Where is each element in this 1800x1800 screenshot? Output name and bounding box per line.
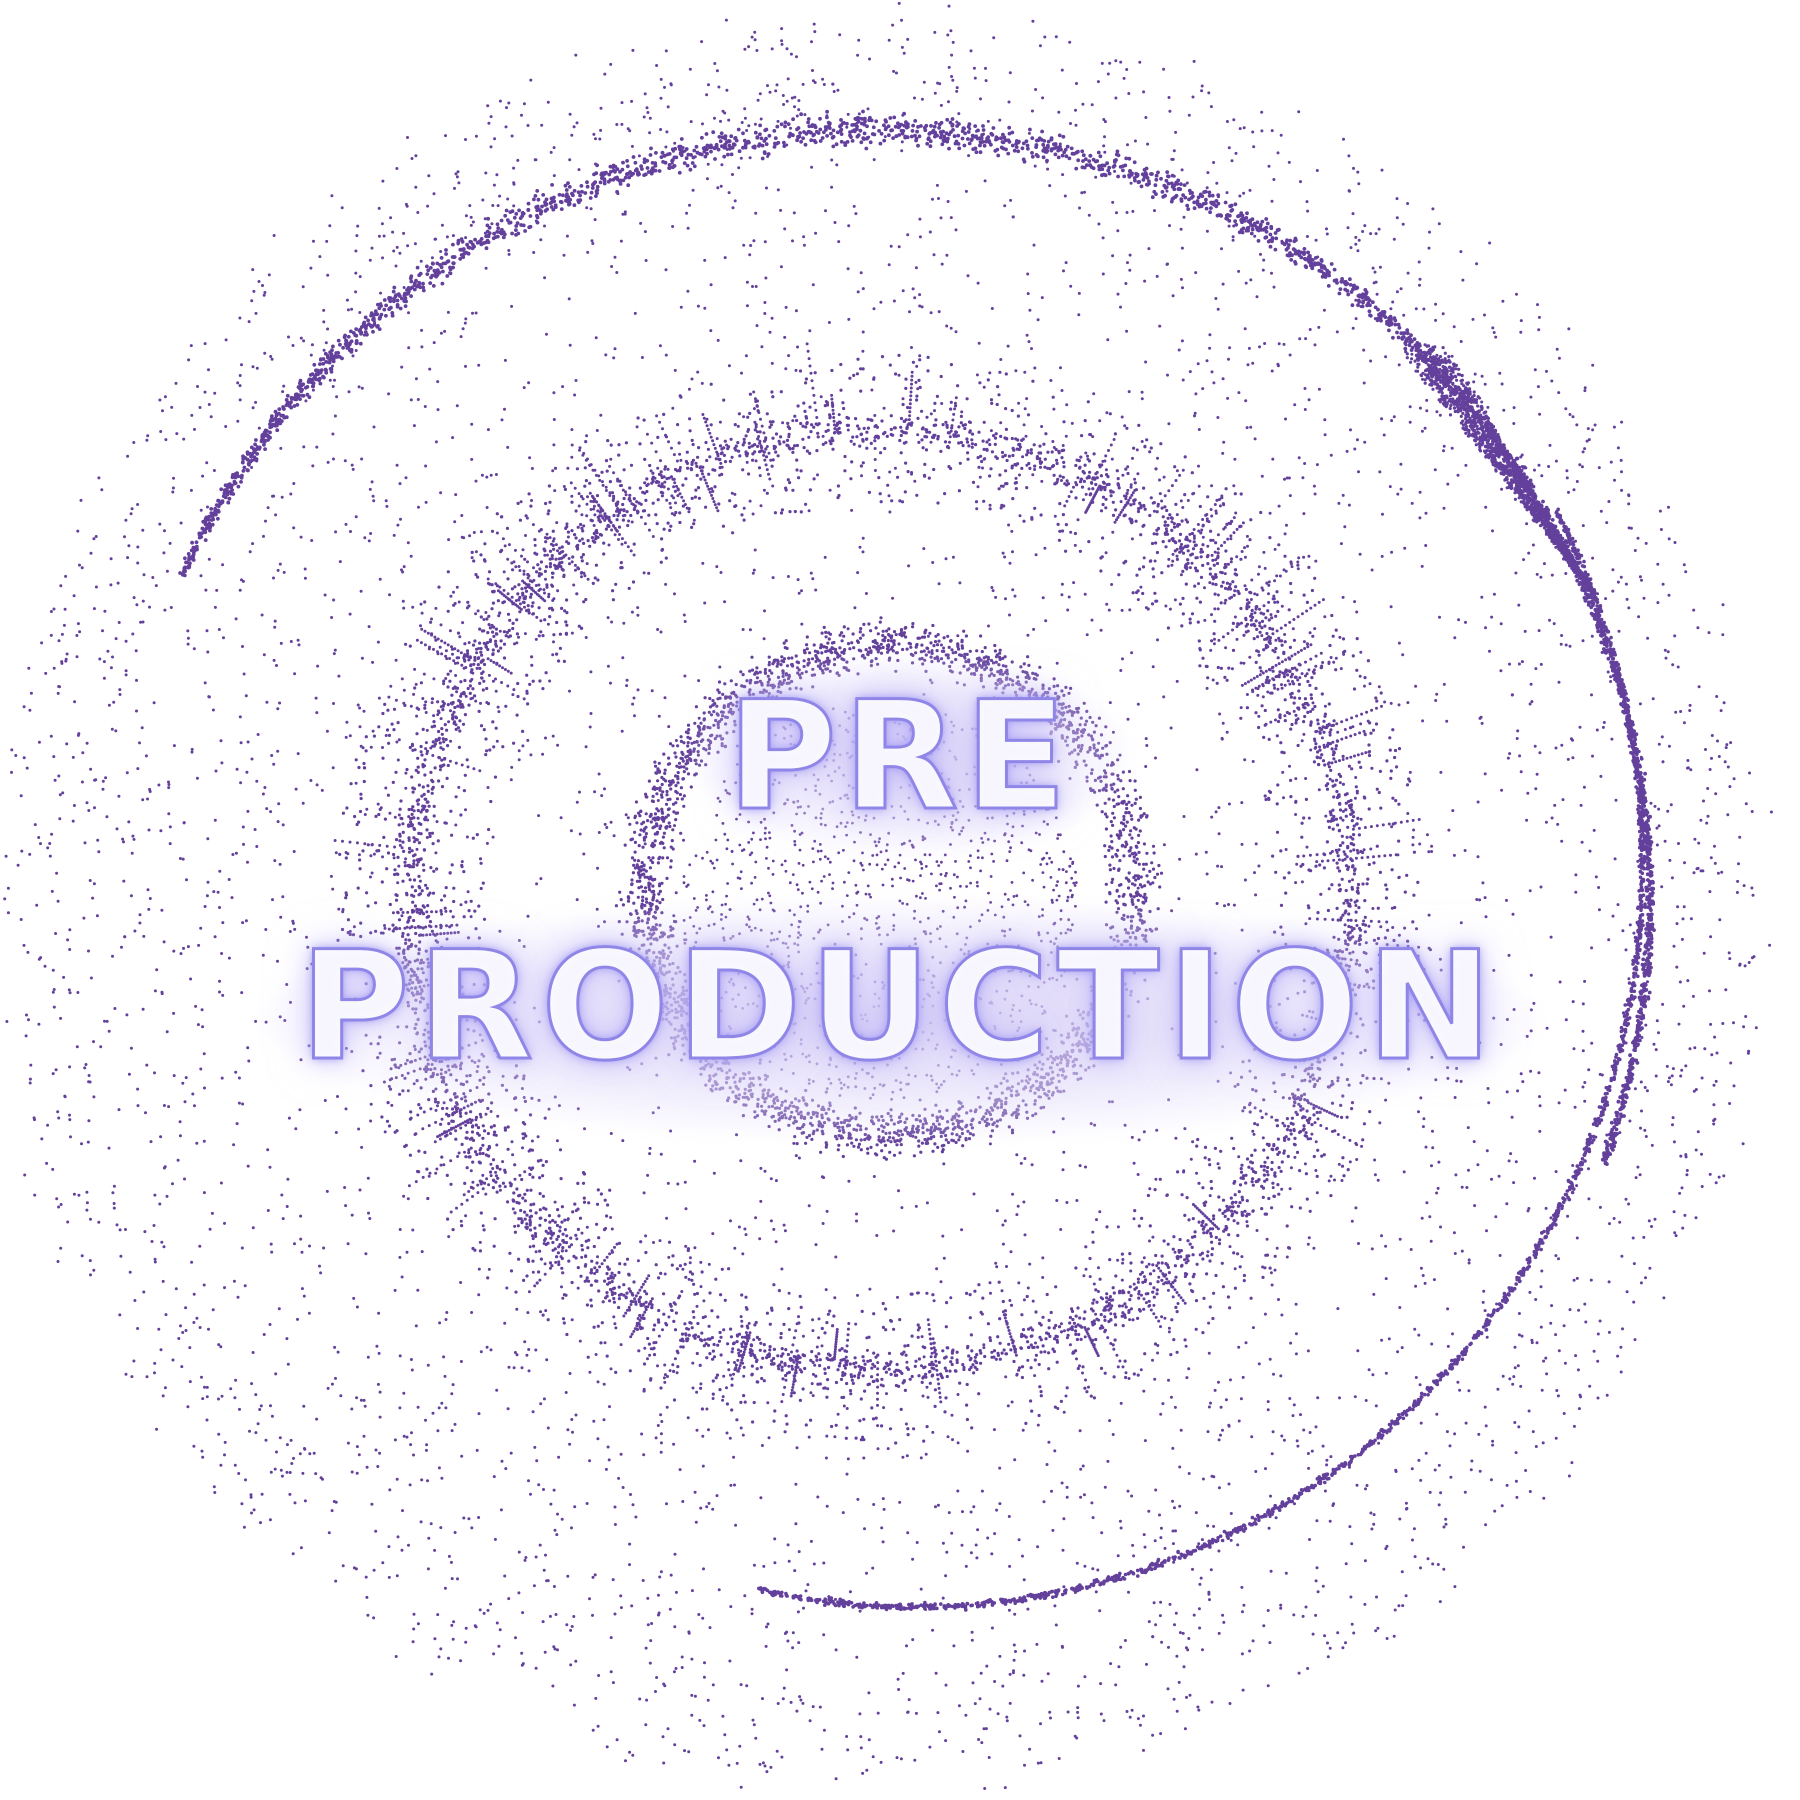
particle-field — [3, 1, 1773, 1790]
